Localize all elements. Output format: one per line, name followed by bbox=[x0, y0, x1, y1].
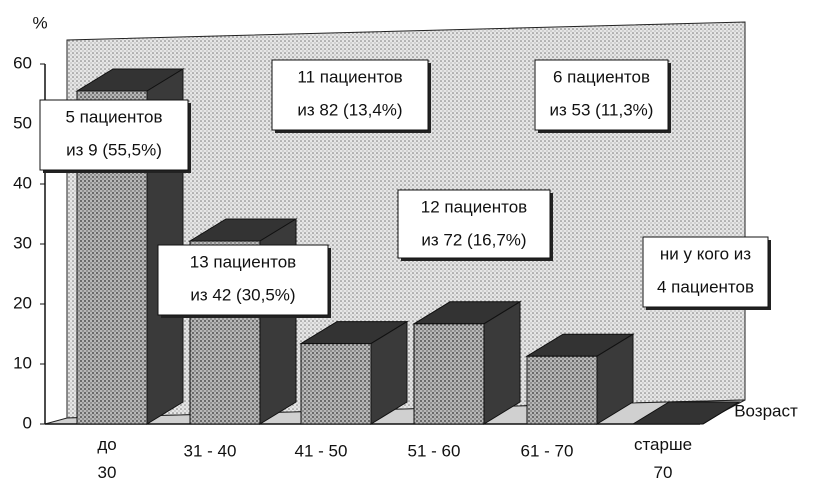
annotation-text: из 82 (13,4%) bbox=[297, 100, 402, 119]
bar-side bbox=[483, 300, 521, 425]
annotation-text: из 72 (16,7%) bbox=[421, 230, 526, 249]
annotation-box bbox=[534, 59, 669, 131]
bar bbox=[300, 343, 372, 425]
y-tick-label: 10 bbox=[13, 353, 32, 372]
annotation-box bbox=[397, 189, 551, 259]
annotation-text: 5 пациентов bbox=[66, 107, 163, 126]
x-tick-label: 31 - 40 bbox=[184, 441, 237, 460]
annotation-text: ни у кого из bbox=[660, 244, 751, 263]
y-tick-label: 20 bbox=[13, 293, 32, 312]
annotation-text: 13 пациентов bbox=[190, 252, 296, 271]
x-tick-label: до 30 bbox=[97, 435, 116, 482]
annotation-text: из 9 (55,5%) bbox=[66, 140, 162, 159]
annotation-text: 4 пациентов bbox=[657, 277, 754, 296]
annotation-box bbox=[39, 99, 189, 171]
bar bbox=[526, 355, 598, 425]
annotation-text: 11 пациентов bbox=[297, 67, 402, 86]
annotation-box bbox=[157, 244, 329, 316]
annotation-box bbox=[271, 59, 429, 131]
y-tick-label: 50 bbox=[13, 113, 32, 132]
x-tick-label: 41 - 50 bbox=[295, 441, 348, 460]
y-tick-label: 60 bbox=[13, 53, 32, 72]
annotation-box bbox=[642, 236, 769, 308]
annotation-text: 6 пациентов bbox=[553, 67, 650, 86]
x-tick-label: старше 70 bbox=[634, 435, 692, 482]
annotation-text: 12 пациентов bbox=[421, 197, 527, 216]
annotation-text: из 53 (11,3%) bbox=[550, 100, 654, 119]
x-tick-label: 61 - 70 bbox=[521, 441, 574, 460]
bar-side bbox=[702, 401, 740, 425]
annotation-text: из 42 (30,5%) bbox=[190, 285, 295, 304]
y-axis-label: % bbox=[32, 13, 47, 32]
y-tick-label: 30 bbox=[13, 233, 32, 252]
y-tick-label: 40 bbox=[13, 173, 32, 192]
y-tick-label: 0 bbox=[23, 413, 32, 432]
bar bbox=[413, 323, 485, 425]
x-tick-label: 51 - 60 bbox=[408, 441, 461, 460]
x-axis-label: Возраст bbox=[734, 401, 798, 420]
